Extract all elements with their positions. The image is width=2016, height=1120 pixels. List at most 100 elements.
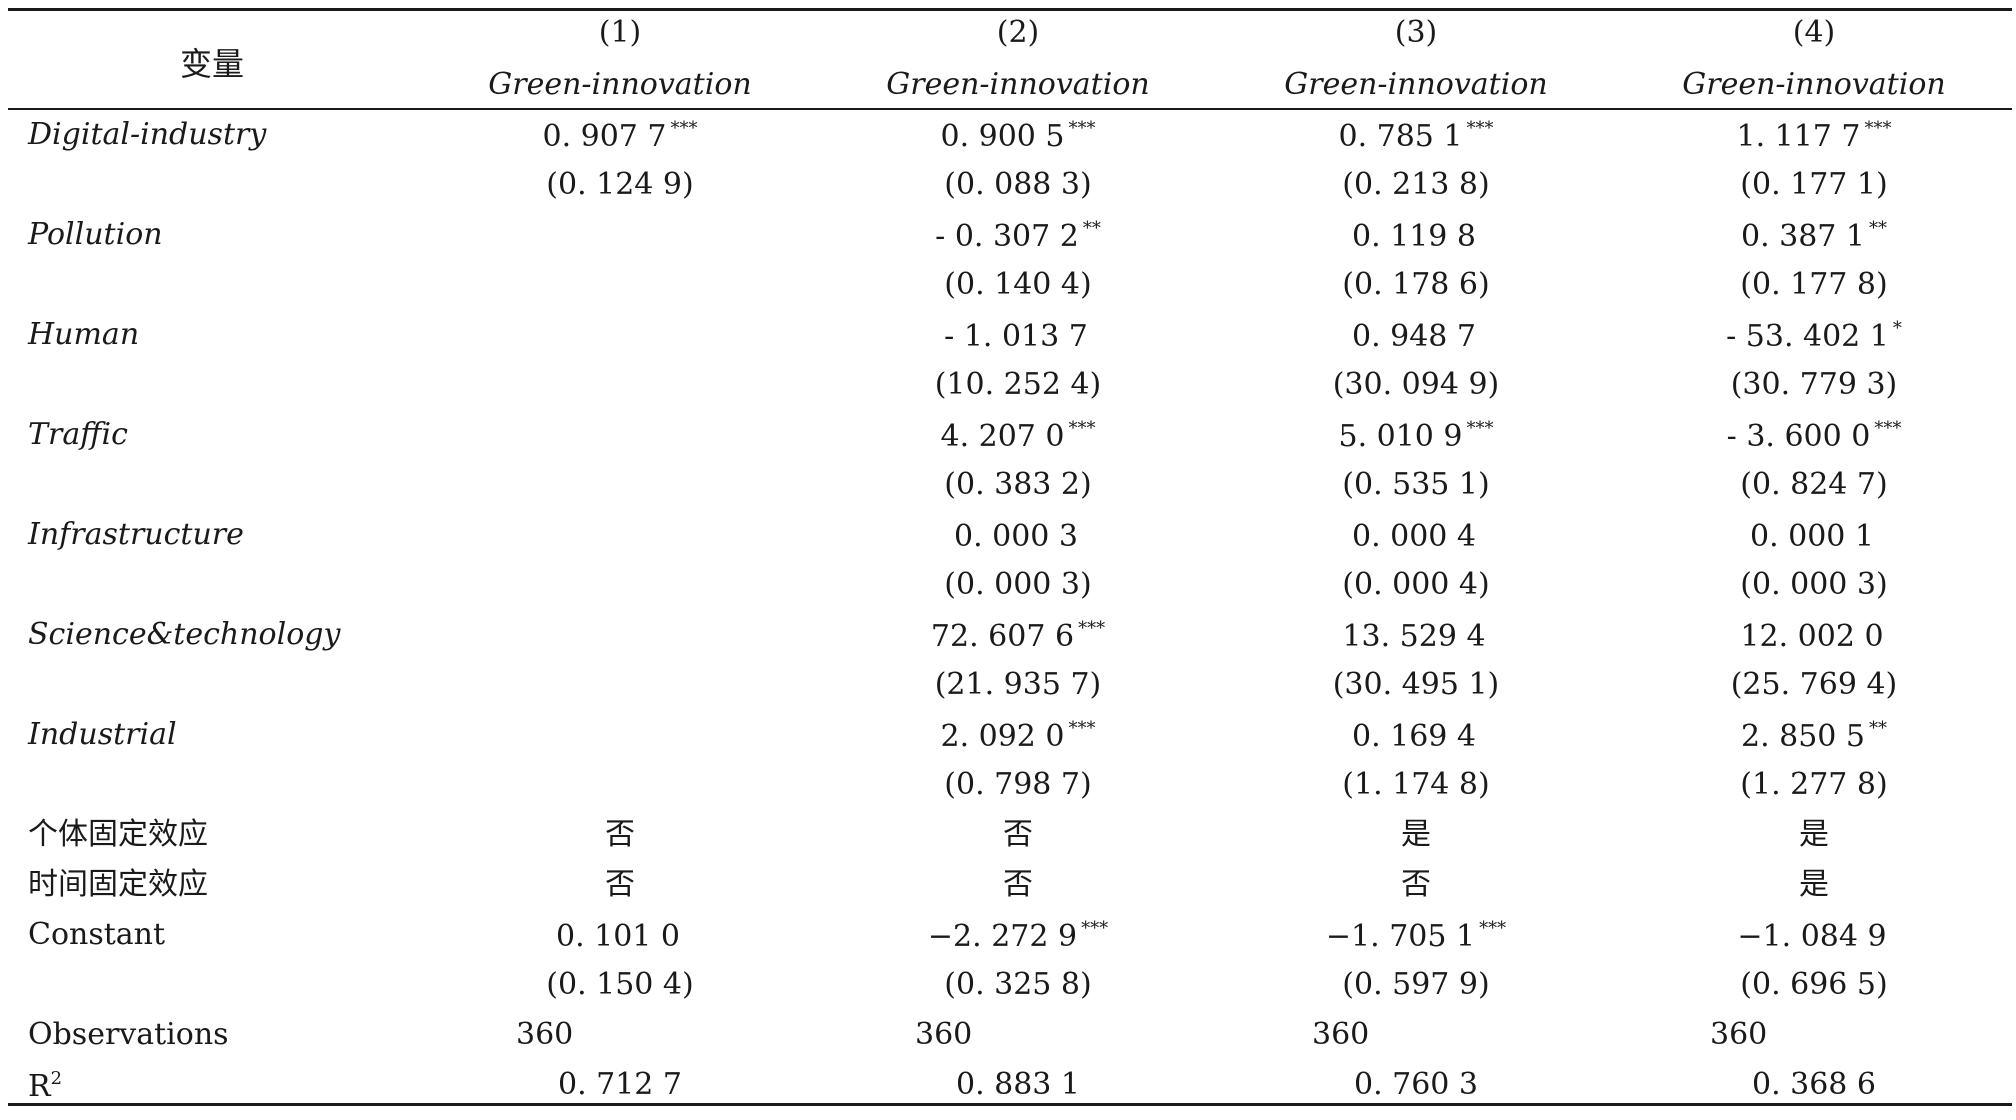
std-error: (0. 140 4) (944, 267, 1092, 302)
coef-cell: 0. 169 4 (1352, 720, 1480, 752)
fe-value: 否 (1401, 867, 1431, 902)
row-label: Digital-industry (28, 117, 267, 152)
row-label: Infrastructure (28, 517, 244, 552)
coef-cell: 0. 101 0 (556, 920, 684, 952)
coef-cell: 0. 900 5 *** (940, 120, 1095, 152)
significance-stars: *** (1078, 618, 1106, 639)
fe-value: 否 (605, 867, 635, 902)
coef-value: 0. 948 7 (1351, 319, 1477, 354)
coef-value: 0. 000 4 (1351, 519, 1477, 554)
std-error: (0. 124 9) (546, 167, 694, 202)
observations-value: 360 (915, 1017, 973, 1052)
coef-cell: 0. 907 7 *** (542, 120, 697, 152)
coef-cell: 0. 387 1 ** (1741, 220, 1887, 252)
significance-stars: ** (1082, 218, 1101, 239)
std-error: (21. 935 7) (934, 667, 1102, 702)
coef-cell: - 3. 600 0 *** (1727, 420, 1902, 452)
std-error: (0. 000 3) (944, 567, 1092, 602)
fe-value: 是 (1401, 817, 1431, 852)
observations-value: 360 (1312, 1017, 1370, 1052)
row-label: Observations (28, 1017, 229, 1052)
std-error: (0. 088 3) (944, 167, 1092, 202)
coef-cell: 0. 785 1 *** (1338, 120, 1493, 152)
std-error: (0. 325 8) (944, 967, 1092, 1002)
coef-cell: 0. 000 3 (954, 520, 1082, 552)
coef-value: −2. 272 9 (927, 919, 1078, 954)
std-error: (1. 174 8) (1342, 767, 1490, 802)
significance-stars: *** (1068, 118, 1096, 139)
significance-stars: *** (1081, 918, 1109, 939)
row-label: Science&technology (28, 617, 341, 652)
coef-cell: 12. 002 0 (1740, 620, 1887, 652)
coef-value: 0. 387 1 (1740, 219, 1866, 254)
row-label-r2: R2 (28, 1070, 62, 1102)
fe-value: 否 (1003, 817, 1033, 852)
significance-stars: ** (1869, 718, 1888, 739)
row-label: 个体固定效应 (28, 817, 208, 852)
std-error: (0. 824 7) (1740, 467, 1888, 502)
std-error: (30. 094 9) (1332, 367, 1500, 402)
std-error: (0. 177 1) (1740, 167, 1888, 202)
r2-superscript: 2 (50, 1068, 63, 1089)
significance-stars: ** (1869, 218, 1888, 239)
coef-value: 1. 117 7 (1736, 119, 1861, 154)
observations-value: 360 (1710, 1017, 1768, 1052)
fe-value: 是 (1799, 867, 1829, 902)
coef-value: −1. 705 1 (1325, 919, 1476, 954)
coef-cell: 5. 010 9 *** (1338, 420, 1493, 452)
significance-stars: *** (1466, 418, 1494, 439)
coef-value: 12. 002 0 (1740, 619, 1884, 654)
coef-cell: - 53. 402 1 * (1726, 320, 1902, 352)
row-label: 时间固定效应 (28, 867, 208, 902)
row-label: Industrial (28, 717, 177, 752)
table-bottom-rule (8, 1103, 2012, 1106)
coef-value: - 1. 013 7 (944, 319, 1088, 354)
coef-cell: −1. 084 9 (1737, 920, 1890, 952)
row-label: Traffic (28, 417, 128, 452)
coef-cell: 4. 207 0 *** (940, 420, 1095, 452)
std-error: (0. 000 3) (1740, 567, 1888, 602)
fe-value: 否 (1003, 867, 1033, 902)
row-label: Constant (28, 917, 166, 952)
r2-value: 0. 883 1 (955, 1067, 1081, 1102)
std-error: (0. 535 1) (1342, 467, 1490, 502)
significance-stars: *** (1874, 418, 1902, 439)
row-label: Human (28, 317, 140, 352)
coef-cell: 1. 117 7 *** (1736, 120, 1891, 152)
coef-value: 2. 092 0 (940, 719, 1065, 754)
std-error: (0. 383 2) (944, 467, 1092, 502)
column-dependent: Green-innovation (886, 67, 1150, 102)
r2-label: R (28, 1069, 51, 1104)
std-error: (30. 779 3) (1730, 367, 1898, 402)
fe-value: 是 (1799, 817, 1829, 852)
std-error: (0. 597 9) (1342, 967, 1490, 1002)
coef-value: 0. 000 3 (953, 519, 1079, 554)
significance-stars: *** (1864, 118, 1892, 139)
std-error: (1. 277 8) (1740, 767, 1888, 802)
coef-value: 5. 010 9 (1338, 419, 1463, 454)
std-error: (30. 495 1) (1332, 667, 1500, 702)
column-dependent: Green-innovation (1284, 67, 1548, 102)
r2-value: 0. 368 6 (1751, 1067, 1877, 1102)
coef-cell: 0. 948 7 (1352, 320, 1480, 352)
row-label: Pollution (28, 217, 163, 252)
column-number: (4) (1792, 15, 1836, 50)
coef-value: 13. 529 4 (1342, 619, 1486, 654)
r2-value: 0. 760 3 (1353, 1067, 1479, 1102)
coef-cell: 72. 607 6 *** (931, 620, 1105, 652)
coef-cell: −2. 272 9 *** (928, 920, 1108, 952)
significance-stars: *** (1479, 918, 1507, 939)
variable-header: 变量 (180, 45, 245, 83)
column-number: (2) (996, 15, 1040, 50)
coef-value: 0. 785 1 (1338, 119, 1463, 154)
std-error: (0. 213 8) (1342, 167, 1490, 202)
table-header-rule (8, 108, 2012, 110)
std-error: (0. 000 4) (1342, 567, 1490, 602)
std-error: (25. 769 4) (1730, 667, 1898, 702)
coef-value: 0. 900 5 (940, 119, 1065, 154)
std-error: (0. 178 6) (1342, 267, 1490, 302)
significance-stars: *** (1068, 418, 1096, 439)
significance-stars: *** (1068, 718, 1096, 739)
coef-cell: 0. 119 8 (1352, 220, 1480, 252)
coef-value: 0. 101 0 (555, 919, 681, 954)
